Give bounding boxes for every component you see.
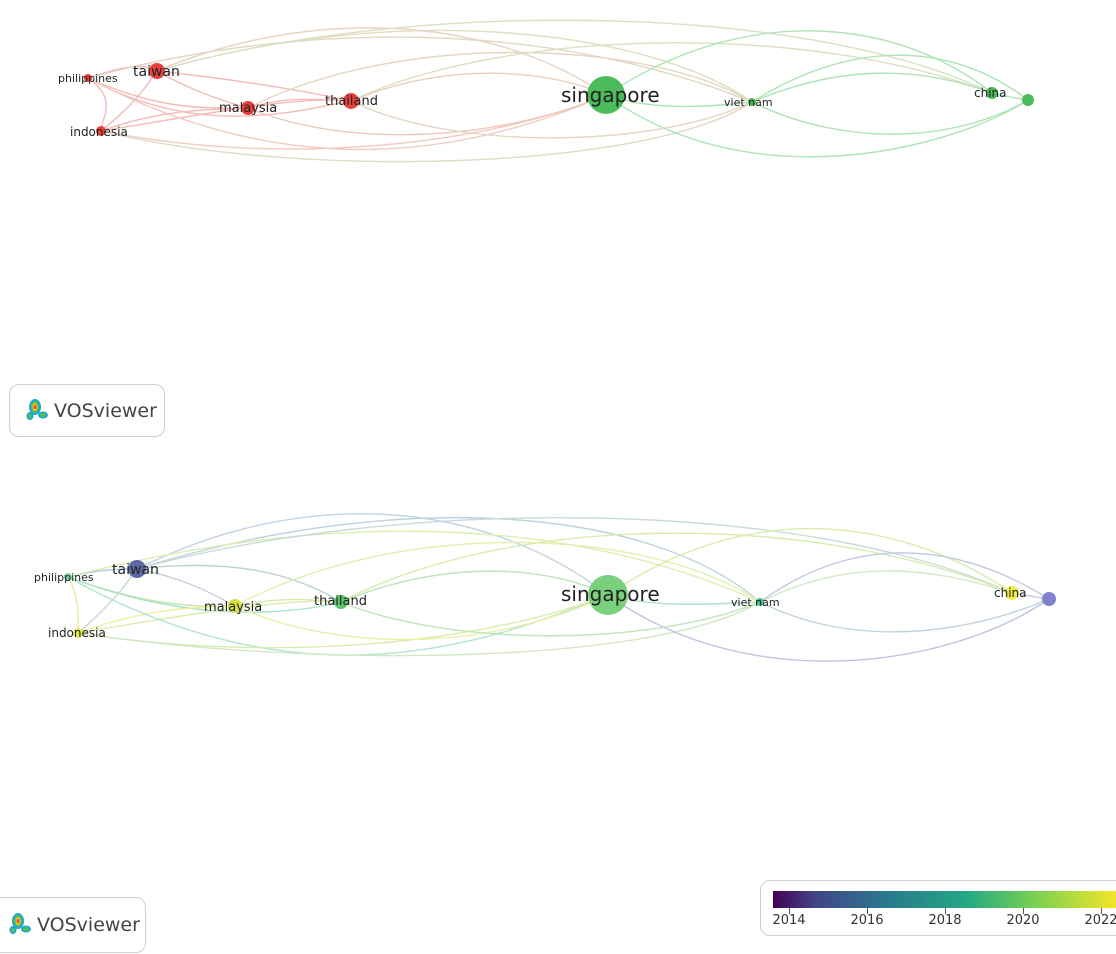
label-china: china <box>974 86 1007 100</box>
link <box>247 51 753 109</box>
link <box>77 605 236 634</box>
label-viet-nam: viet nam <box>724 96 773 109</box>
link <box>605 30 993 96</box>
link <box>234 594 609 641</box>
link <box>136 517 1013 594</box>
legend-tick <box>1101 908 1102 914</box>
vosviewer-logo-icon <box>7 910 33 940</box>
label-singapore: singapore <box>561 582 660 606</box>
link <box>607 594 1050 662</box>
link <box>751 54 1029 103</box>
link <box>156 27 607 96</box>
label-taiwan: taiwan <box>112 562 159 578</box>
legend-tick-label: 2020 <box>1006 913 1040 928</box>
node-malaysia[interactable] <box>228 599 242 613</box>
link <box>759 598 1050 633</box>
node-philippines[interactable] <box>84 74 92 82</box>
node-indonesia[interactable] <box>73 628 83 638</box>
node-unlabeled[interactable] <box>1022 94 1034 106</box>
label-malaysia: malaysia <box>219 101 277 116</box>
legend-tick <box>1023 908 1024 914</box>
vosviewer-logo-icon <box>24 396 50 426</box>
node-viet-nam[interactable] <box>756 598 764 606</box>
overlay-network-view: philippines taiwan indonesia malaysia th… <box>0 477 1116 954</box>
node-singapore[interactable] <box>588 575 628 615</box>
node-taiwan[interactable] <box>128 560 146 578</box>
label-philippines: philippines <box>58 72 118 85</box>
node-singapore[interactable] <box>587 76 625 114</box>
link <box>136 564 342 603</box>
link <box>751 99 1029 135</box>
link <box>156 19 993 94</box>
link <box>77 601 761 657</box>
node-malaysia[interactable] <box>241 101 255 115</box>
legend-tick-label: 2016 <box>850 913 884 928</box>
link <box>350 72 607 102</box>
node-unlabeled[interactable] <box>1042 592 1056 606</box>
label-singapore: singapore <box>561 83 660 107</box>
node-china[interactable] <box>1005 586 1019 600</box>
link <box>77 594 609 649</box>
legend-tick <box>789 908 790 914</box>
link <box>340 601 761 637</box>
year-color-legend: 2014 2016 2018 2020 2022 <box>760 880 1116 936</box>
link <box>87 77 352 117</box>
label-viet-nam: viet nam <box>731 596 780 609</box>
link <box>136 568 236 607</box>
legend-tick-label: 2014 <box>772 913 806 928</box>
node-china[interactable] <box>986 87 998 99</box>
node-philippines[interactable] <box>64 573 72 581</box>
link <box>136 513 609 596</box>
link <box>759 552 1050 603</box>
link <box>156 70 352 102</box>
link <box>340 570 609 603</box>
node-thailand[interactable] <box>334 595 348 609</box>
label-indonesia: indonesia <box>70 125 128 139</box>
link <box>67 530 761 603</box>
link <box>234 598 342 607</box>
vosviewer-logo-text: VOSviewer <box>54 399 157 422</box>
link <box>247 98 352 109</box>
link <box>234 541 761 607</box>
link <box>350 100 753 139</box>
link <box>751 72 993 103</box>
link <box>247 94 607 136</box>
legend-tick <box>945 908 946 914</box>
link <box>136 516 761 603</box>
link <box>759 570 1013 603</box>
link <box>156 70 249 109</box>
legend-gradient-bar <box>773 891 1116 908</box>
node-indonesia[interactable] <box>96 126 106 136</box>
vosviewer-logo: VOSviewer <box>9 384 165 437</box>
link <box>87 36 753 103</box>
link <box>605 94 1029 158</box>
node-viet-nam[interactable] <box>748 98 756 106</box>
label-taiwan: taiwan <box>133 64 180 80</box>
label-philippines: philippines <box>34 571 94 584</box>
label-malaysia: malaysia <box>204 600 262 615</box>
node-thailand[interactable] <box>343 93 359 109</box>
link <box>67 576 79 634</box>
vosviewer-logo: VOSviewer <box>0 897 146 953</box>
link <box>350 42 993 102</box>
cluster-network-view: philippines taiwan indonesia malaysia th… <box>0 0 1116 470</box>
vosviewer-logo-text: VOSviewer <box>37 914 140 936</box>
label-indonesia: indonesia <box>48 626 106 640</box>
link <box>340 532 1013 603</box>
node-taiwan[interactable] <box>149 63 165 79</box>
legend-tick-label: 2018 <box>928 913 962 928</box>
link <box>87 77 607 151</box>
link <box>607 527 1013 596</box>
legend-tick-label: 2022 <box>1084 913 1116 928</box>
cluster-network-canvas: philippines taiwan indonesia malaysia th… <box>58 19 1034 163</box>
overlay-network-canvas: philippines taiwan indonesia malaysia th… <box>34 513 1056 662</box>
legend-tick <box>867 908 868 914</box>
label-thailand: thailand <box>314 594 367 609</box>
link <box>100 101 753 163</box>
label-china: china <box>994 586 1027 600</box>
label-thailand: thailand <box>325 94 378 109</box>
link <box>67 576 609 656</box>
link <box>100 107 249 132</box>
